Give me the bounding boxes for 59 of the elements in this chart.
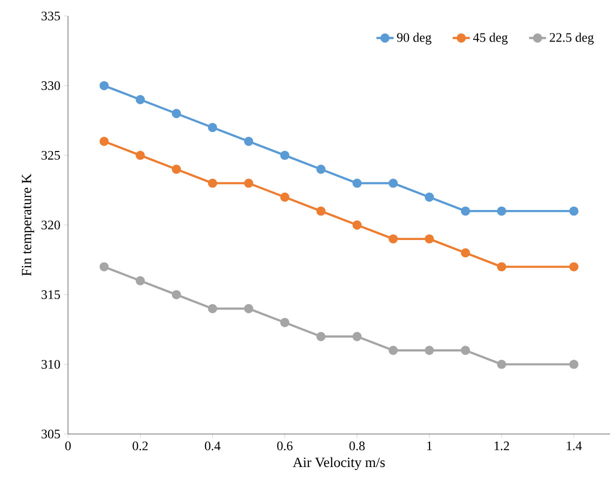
point bbox=[172, 164, 182, 174]
point bbox=[244, 304, 254, 314]
y-tick-label: 305 bbox=[42, 430, 60, 438]
x-tick-label: 0.6 bbox=[277, 442, 293, 450]
point bbox=[208, 178, 218, 188]
point bbox=[352, 220, 362, 230]
legend-label: 22.5 deg bbox=[550, 32, 594, 45]
point bbox=[388, 346, 398, 355]
point bbox=[208, 122, 218, 132]
y-tick-label: 330 bbox=[42, 81, 60, 90]
point bbox=[136, 276, 145, 286]
point bbox=[316, 206, 326, 216]
point bbox=[569, 206, 578, 216]
y-tick-label: 325 bbox=[42, 150, 60, 160]
point bbox=[460, 346, 470, 355]
point bbox=[424, 192, 434, 202]
x-tick-label: 0 bbox=[65, 442, 71, 450]
point bbox=[316, 332, 326, 342]
legend-label: 90 deg bbox=[397, 32, 432, 45]
point bbox=[100, 136, 109, 146]
point bbox=[460, 248, 470, 258]
point bbox=[280, 192, 290, 202]
point bbox=[460, 206, 470, 216]
point bbox=[172, 108, 182, 118]
x-tick-label: 0.4 bbox=[204, 442, 220, 450]
x-tick-label: 0.8 bbox=[349, 442, 365, 450]
point bbox=[208, 304, 218, 314]
x-tick-label: 1 bbox=[427, 442, 432, 450]
legend-label: 45 deg bbox=[473, 32, 508, 45]
point bbox=[244, 136, 254, 146]
point bbox=[569, 262, 578, 272]
point bbox=[244, 178, 254, 188]
point bbox=[388, 234, 398, 244]
point bbox=[316, 164, 326, 174]
point bbox=[424, 234, 434, 244]
x-axis-title: Air Velocity m/s bbox=[292, 457, 385, 470]
point bbox=[352, 178, 362, 188]
point bbox=[136, 150, 145, 160]
y-tick-label: 320 bbox=[42, 220, 60, 230]
y-tick-label: 315 bbox=[42, 290, 60, 300]
point bbox=[280, 150, 290, 160]
point bbox=[136, 95, 145, 104]
point bbox=[100, 81, 109, 90]
point bbox=[497, 206, 506, 216]
point bbox=[352, 332, 362, 342]
point bbox=[172, 290, 182, 300]
point bbox=[100, 262, 109, 272]
point bbox=[424, 346, 434, 355]
x-tick-label: 0.2 bbox=[132, 442, 148, 450]
y-tick-label: 310 bbox=[42, 360, 60, 369]
x-tick-label: 1.2 bbox=[494, 442, 510, 450]
y-axis-title: Fin temperature K bbox=[22, 174, 34, 276]
point bbox=[569, 360, 578, 369]
point bbox=[388, 178, 398, 188]
point bbox=[497, 360, 506, 369]
point bbox=[280, 318, 290, 328]
y-tick-label: 335 bbox=[42, 12, 60, 20]
point bbox=[497, 262, 506, 272]
x-tick-label: 1.4 bbox=[566, 442, 582, 450]
